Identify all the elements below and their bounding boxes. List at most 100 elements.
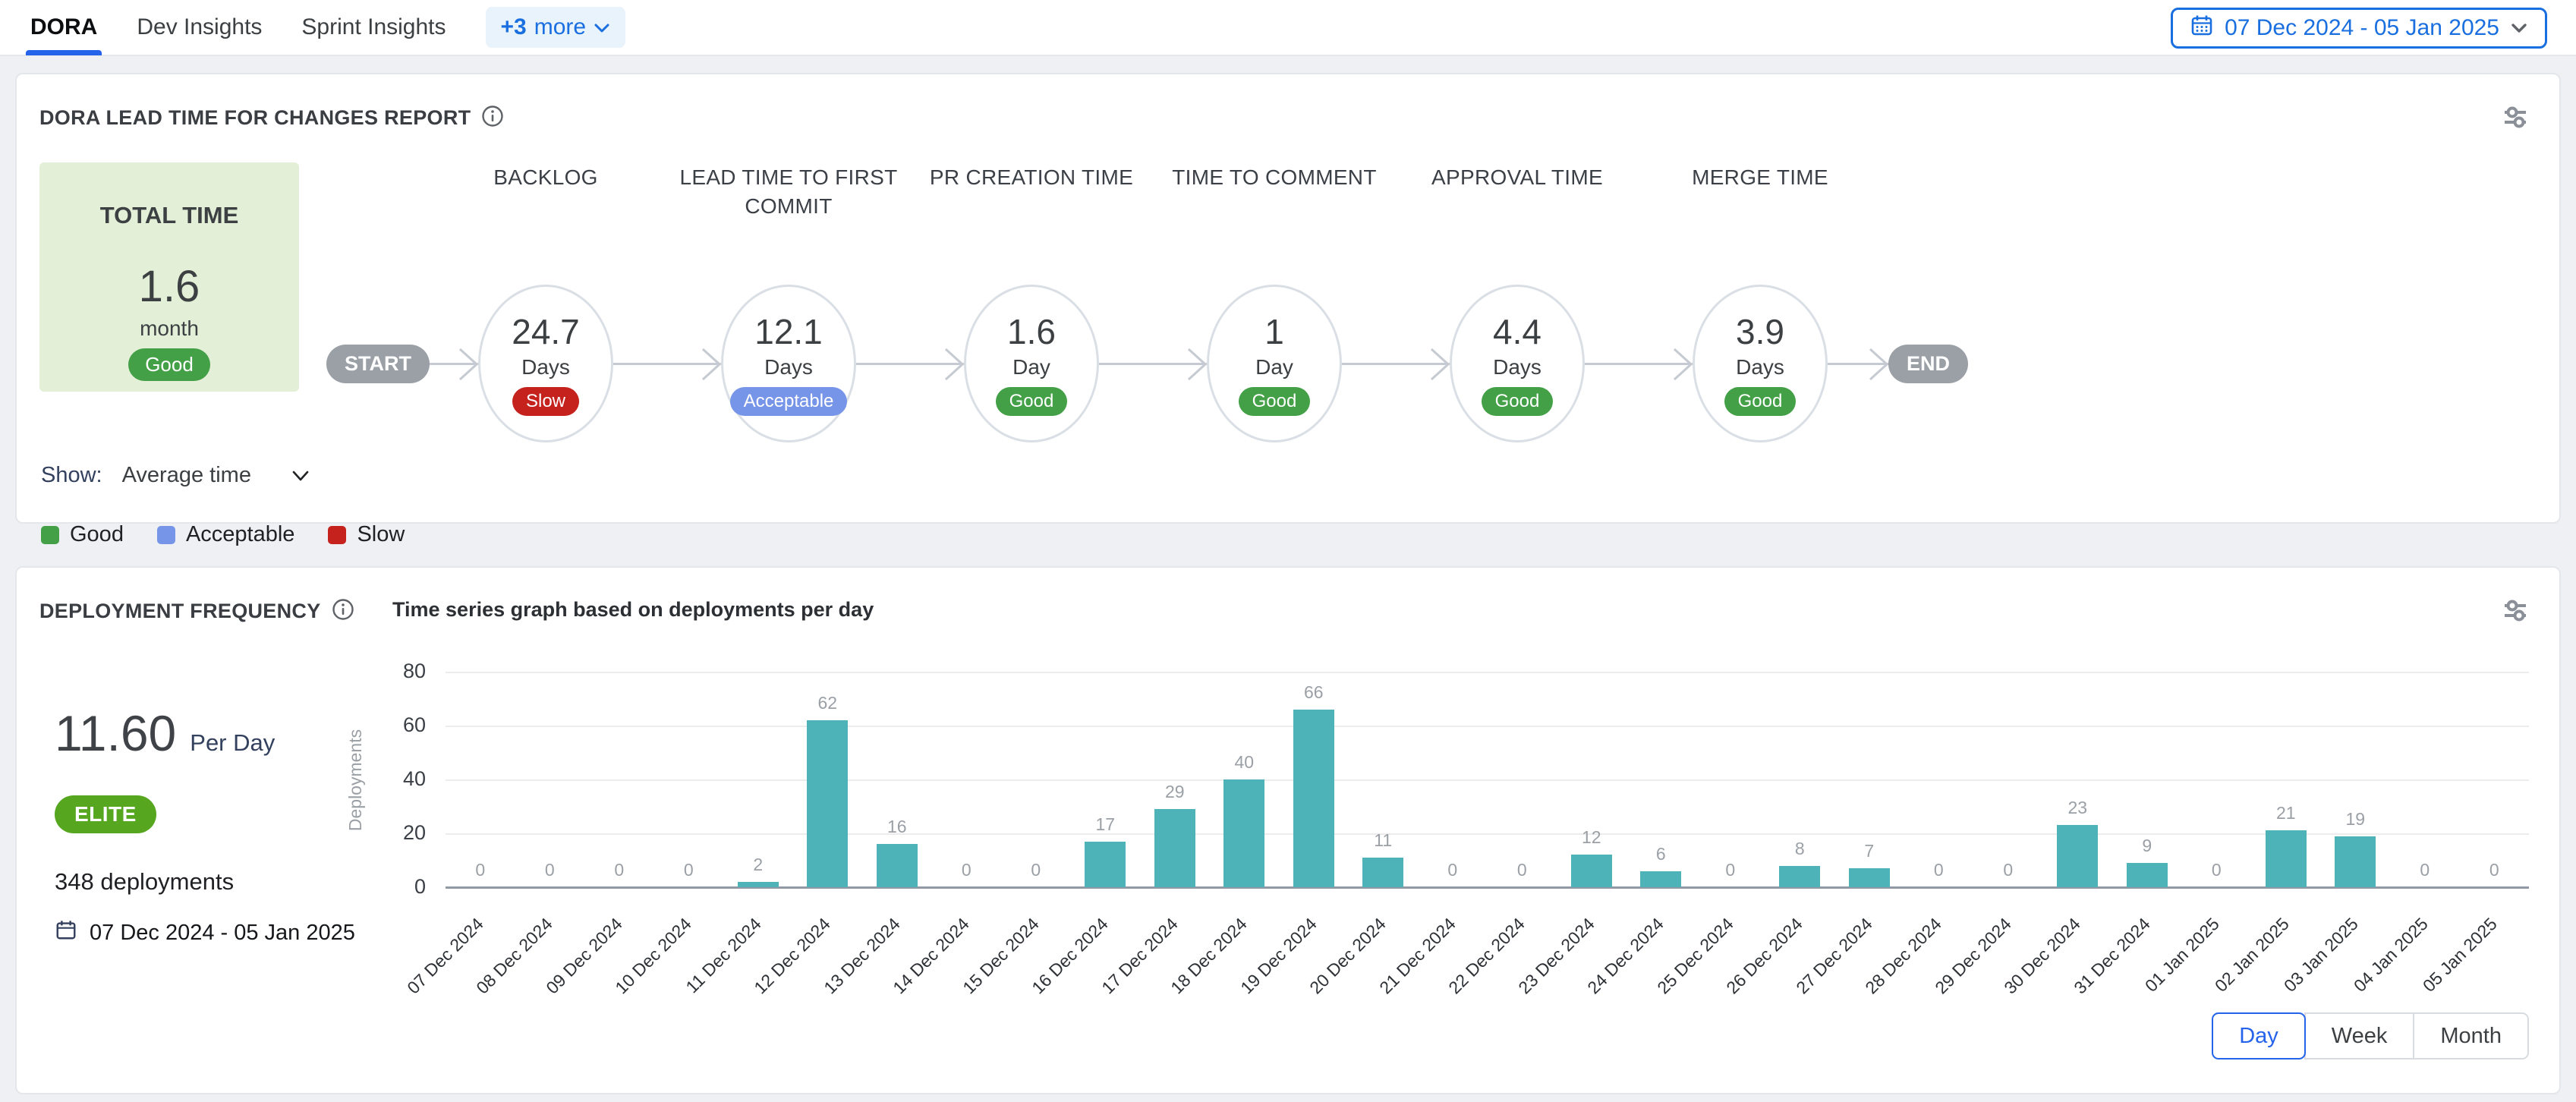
granularity-week-button[interactable]: Week [2304,1012,2415,1059]
grid-line [446,779,2529,781]
bar-value-label: 0 [614,860,625,880]
tab-sprint-insights[interactable]: Sprint Insights [301,14,446,39]
bar-value-label: 2 [753,854,764,874]
sliders-icon[interactable] [2500,595,2530,629]
legend-item: Good [41,522,124,547]
bar [1223,779,1265,887]
bar-value-label: 0 [475,860,486,880]
lead-time-stage: TIME TO COMMENT 1 Day Good [1172,165,1376,442]
arrow-head-icon [458,348,478,380]
bar [1085,841,1126,887]
bar [1154,809,1195,887]
bar [2126,863,2168,887]
legend-label: Acceptable [185,522,295,546]
lead-time-stage: LEAD TIME TO FIRST COMMIT 12.1 Days Accepta… [679,165,897,442]
lead-time-stage: PR CREATION TIME 1.6 Day Good [930,165,1133,442]
total-time-unit: month [140,316,199,340]
lead-time-panel: DORA LEAD TIME FOR CHANGES REPORT TOTAL … [15,73,2561,546]
bar-value-label: 0 [1725,860,1736,880]
stage-status-badge: Slow [512,387,580,416]
granularity-toggle-group: Day Week Month [2212,1012,2529,1059]
tab-dora[interactable]: DORA [25,0,102,55]
stage-status-badge: Good [1481,387,1554,416]
bar-value-label: 0 [1447,860,1458,880]
bar [737,881,779,887]
date-range-value: 07 Dec 2024 - 05 Jan 2025 [2225,15,2499,40]
grid-line [446,833,2529,835]
sliders-icon[interactable] [2500,102,2530,136]
y-tick-label: 0 [414,875,426,898]
total-deployments-text: 348 deployments [55,868,235,895]
bar [1362,857,1404,887]
stage-title: BACKLOG [493,165,598,189]
arrow-head-icon [1187,348,1207,380]
legend-swatch [41,525,59,544]
flow-connector [430,348,478,380]
bar-value-label: 23 [2067,798,2088,818]
stage-value: 4.4 [1493,312,1542,351]
flow-start-node: START [326,344,430,383]
bar [2057,825,2099,887]
y-axis-title: Deployments [345,729,365,832]
y-tick-label: 80 [402,660,426,682]
lead-time-stage: MERGE TIME 3.9 Days Good [1692,165,1828,442]
deployment-rate-unit: Per Day [190,729,276,756]
stage-value: 1.6 [1007,312,1056,351]
bar-value-label: 8 [1794,838,1805,858]
arrow-head-icon [944,348,964,380]
flow-connector [1828,348,1888,380]
bar [1779,865,1821,887]
grid-line [446,672,2529,673]
total-time-title: TOTAL TIME [99,202,239,228]
bar-value-label: 0 [1516,860,1527,880]
bar-value-label: 17 [1095,814,1116,834]
stage-unit: Day [1255,355,1293,379]
legend-swatch [156,525,175,544]
deployment-panel-title: DEPLOYMENT FREQUENCY [39,600,321,622]
stage-unit: Days [521,355,570,379]
stage-title: TIME TO COMMENT [1172,165,1377,189]
info-icon[interactable] [332,598,354,625]
bar-value-label: 9 [2142,836,2152,856]
bar-value-label: 66 [1303,682,1324,702]
legend-label: Slow [357,522,405,546]
bar [1640,871,1682,887]
deployment-date-range: 07 Dec 2024 - 05 Jan 2025 [55,918,355,947]
stage-status-badge: Acceptable [729,387,848,416]
more-tabs-button[interactable]: +3 more [485,7,626,48]
bar-value-label: 6 [1655,843,1666,864]
bar [807,719,849,887]
bar [2335,836,2376,887]
total-time-status-badge: Good [128,348,210,381]
bar-value-label: 19 [2345,808,2366,829]
granularity-month-button[interactable]: Month [2413,1012,2529,1059]
deployment-bar-chart: Deployments 0 20 40 60 80 0 07 Dec 2024 0 08 Dec… [345,660,2529,998]
bar-value-label: 0 [961,860,972,880]
flow-connector [1585,348,1693,380]
show-metric-dropdown[interactable]: Show: Average time [41,463,310,488]
deployment-frequency-panel: DEPLOYMENT FREQUENCY Time series graph b… [15,566,2561,1094]
lead-time-panel-title: DORA LEAD TIME FOR CHANGES REPORT [39,106,471,129]
bar-value-label: 0 [2211,860,2222,880]
bar-value-label: 0 [2489,860,2499,880]
bar-value-label: 29 [1164,782,1185,802]
date-range-picker[interactable]: 07 Dec 2024 - 05 Jan 2025 [2171,8,2547,49]
arrow-head-icon [701,348,721,380]
stage-value: 24.7 [512,312,580,351]
legend-label: Good [70,522,124,546]
bar-value-label: 0 [1933,860,1944,880]
stage-title: LEAD TIME TO FIRST COMMIT [679,165,898,218]
deployment-date-range-value: 07 Dec 2024 - 05 Jan 2025 [90,920,355,945]
bar-value-label: 62 [817,692,838,713]
info-icon[interactable] [481,105,504,131]
stage-title: MERGE TIME [1692,165,1828,189]
bar-value-label: 21 [2275,803,2296,823]
tab-dev-insights[interactable]: Dev Insights [137,14,263,39]
bar [1293,709,1334,887]
bar-value-label: 11 [1374,830,1393,850]
total-time-value: 1.6 [138,262,200,311]
granularity-day-button[interactable]: Day [2212,1012,2306,1059]
stage-unit: Days [1493,355,1542,379]
bar-value-label: 40 [1234,752,1255,772]
stage-unit: Day [1012,355,1050,379]
